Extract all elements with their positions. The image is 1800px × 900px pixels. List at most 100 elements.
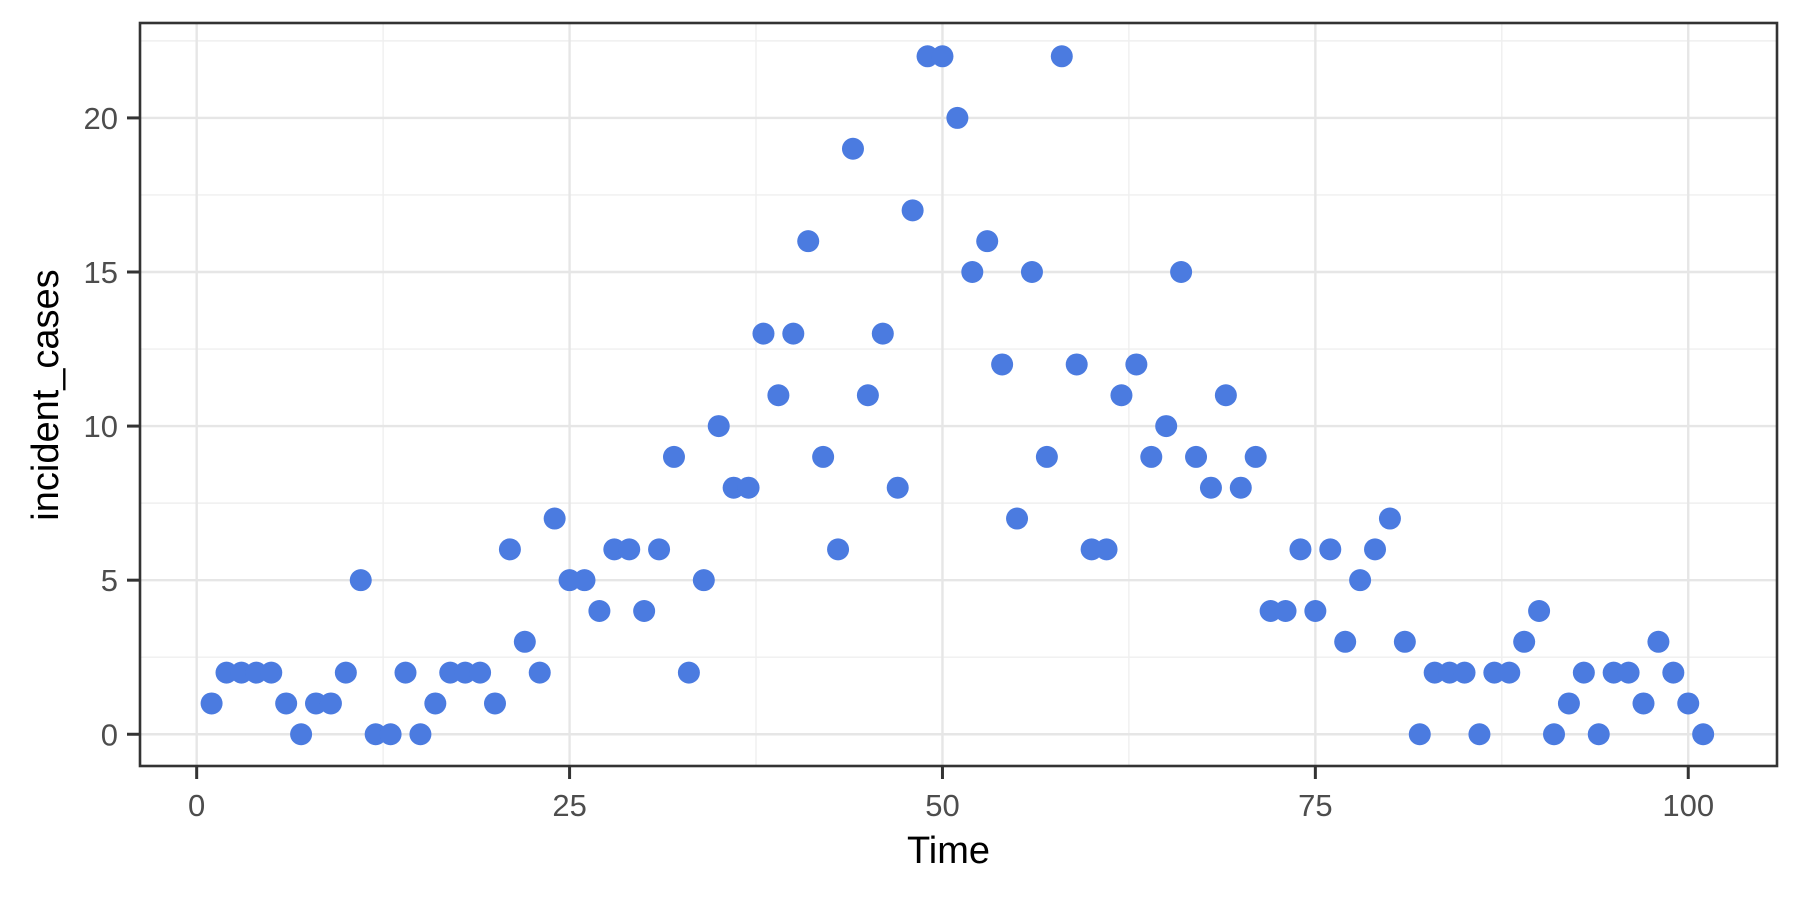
data-point (334, 661, 357, 684)
data-point (1632, 692, 1655, 715)
data-point (901, 199, 924, 222)
data-point (797, 230, 820, 253)
data-point (812, 445, 835, 468)
data-point (1319, 538, 1342, 561)
data-point (588, 599, 611, 622)
data-point (767, 384, 790, 407)
data-point (1035, 445, 1058, 468)
data-point (1513, 630, 1536, 653)
data-point (1543, 723, 1566, 746)
data-point (1393, 630, 1416, 653)
data-point (469, 661, 492, 684)
data-point (290, 723, 313, 746)
data-point (648, 538, 671, 561)
data-point (543, 507, 566, 530)
panel-border (138, 21, 1779, 768)
data-point (961, 261, 984, 284)
data-point (260, 661, 283, 684)
data-point (976, 230, 999, 253)
plot-panel (140, 23, 1777, 766)
data-point (409, 723, 432, 746)
data-point (1304, 599, 1327, 622)
data-point (1647, 630, 1670, 653)
data-point (528, 661, 551, 684)
data-point (841, 137, 864, 160)
data-point (1528, 599, 1551, 622)
y-tick-label: 5 (101, 563, 118, 598)
data-point (379, 723, 402, 746)
x-tick-label: 25 (552, 788, 586, 823)
data-point (1587, 723, 1610, 746)
data-point (1185, 445, 1208, 468)
data-point (1334, 630, 1357, 653)
y-tick-label: 0 (101, 717, 118, 752)
data-point (1006, 507, 1029, 530)
data-point (1349, 569, 1372, 592)
data-point (498, 538, 521, 561)
x-tick-label: 50 (925, 788, 959, 823)
data-point (662, 445, 685, 468)
data-point (573, 569, 596, 592)
data-point (1229, 476, 1252, 499)
data-point (483, 692, 506, 715)
data-point (1557, 692, 1580, 715)
x-tick-label: 100 (1662, 788, 1714, 823)
data-point (1468, 723, 1491, 746)
data-point (513, 630, 536, 653)
data-point (737, 476, 760, 499)
data-point (1692, 723, 1715, 746)
data-point (1617, 661, 1640, 684)
data-point (200, 692, 223, 715)
data-point (633, 599, 656, 622)
y-tick-label: 10 (84, 409, 118, 444)
y-axis-title: incident_cases (25, 269, 67, 521)
data-point (886, 476, 909, 499)
data-point (856, 384, 879, 407)
data-point (349, 569, 372, 592)
data-point (827, 538, 850, 561)
data-point (1170, 261, 1193, 284)
data-point (1572, 661, 1595, 684)
x-axis-title: Time (906, 830, 991, 872)
x-tick-label: 75 (1298, 788, 1332, 823)
data-point (1364, 538, 1387, 561)
data-point (1020, 261, 1043, 284)
data-point (707, 415, 730, 438)
data-point (424, 692, 447, 715)
data-point (1662, 661, 1685, 684)
data-point (1453, 661, 1476, 684)
data-point (1155, 415, 1178, 438)
data-point (618, 538, 641, 561)
data-point (931, 45, 954, 68)
data-point (1140, 445, 1163, 468)
data-point (1498, 661, 1521, 684)
data-point (1110, 384, 1133, 407)
data-point (871, 322, 894, 345)
data-point (782, 322, 805, 345)
data-point (1408, 723, 1431, 746)
data-point (1125, 353, 1148, 376)
y-tick-label: 20 (84, 101, 118, 136)
data-point (319, 692, 342, 715)
y-tick-label: 15 (84, 255, 118, 290)
data-point (1050, 45, 1073, 68)
data-point (1289, 538, 1312, 561)
data-point (1095, 538, 1118, 561)
data-point (1199, 476, 1222, 499)
data-point (275, 692, 298, 715)
data-point (394, 661, 417, 684)
data-point (1214, 384, 1237, 407)
x-tick-label: 0 (188, 788, 205, 823)
data-point (752, 322, 775, 345)
data-point (1677, 692, 1700, 715)
data-point (991, 353, 1014, 376)
data-point (946, 106, 969, 129)
data-point (1274, 599, 1297, 622)
data-point (1065, 353, 1088, 376)
data-point (677, 661, 700, 684)
data-point (1244, 445, 1267, 468)
data-point (1378, 507, 1401, 530)
data-point (692, 569, 715, 592)
